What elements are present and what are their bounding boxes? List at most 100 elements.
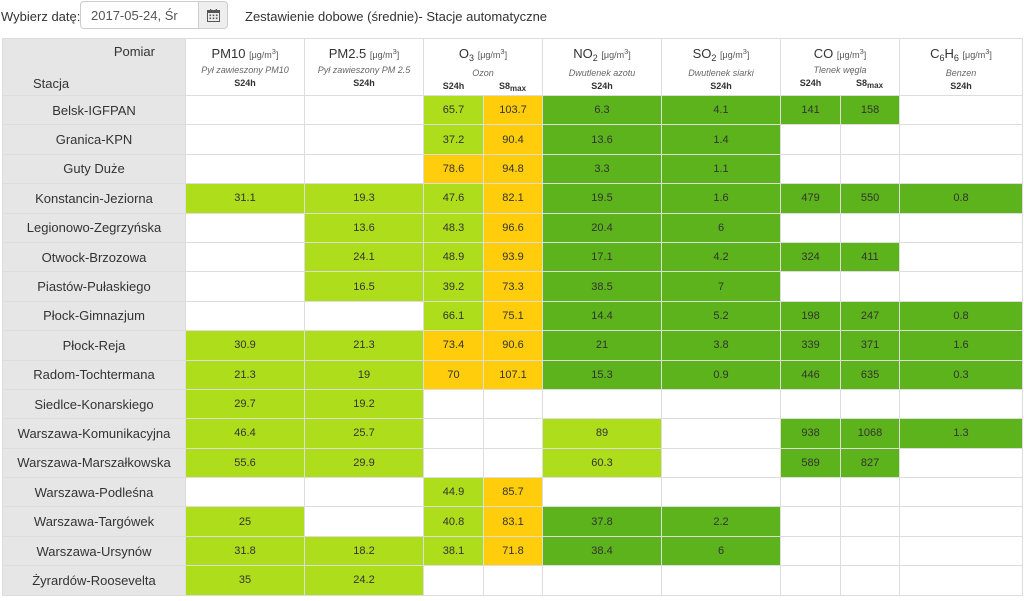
unit-sup: 3 — [859, 47, 864, 56]
value-cell: 90.6 — [482, 330, 544, 361]
station-name: Warszawa-Ursynów — [2, 535, 186, 567]
value-cell — [840, 124, 901, 155]
page-title: Zestawienie dobowe (średnie)- Stacje aut… — [245, 9, 548, 24]
table-row: Guty Duże 78.6 94.8 3.3 1.1 — [2, 153, 1024, 185]
value-cell: 6 — [661, 535, 782, 567]
value-cell: 83.1 — [482, 506, 544, 537]
value-cell: 37.8 — [542, 506, 663, 537]
value-cell: 38.1 — [423, 535, 484, 567]
value-cell: 55.6 — [185, 447, 305, 479]
station-name: Warszawa-Podleśna — [2, 477, 186, 508]
value-cell — [899, 477, 1024, 508]
pollutant-name: O — [458, 46, 470, 61]
value-cell: 411 — [840, 241, 901, 273]
value-cell — [899, 565, 1024, 596]
value-cell: 21 — [542, 330, 663, 361]
value-cell — [542, 477, 663, 508]
station-name: Siedlce-Konarskiego — [2, 388, 186, 420]
value-cell — [185, 153, 305, 185]
table-row: Granica-KPN 37.2 90.4 13.6 1.4 — [2, 124, 1024, 155]
value-cell — [482, 447, 544, 479]
stacja-label: Stacja — [33, 76, 70, 91]
value-cell: 339 — [780, 330, 842, 361]
station-name: Żyrardów-Roosevelta — [2, 565, 186, 596]
station-name: Radom-Tochtermana — [2, 359, 186, 390]
sub-header: S24h — [442, 81, 465, 91]
date-input[interactable] — [80, 1, 199, 29]
value-cell — [185, 94, 305, 126]
column-header-co: CO [μg/m3] Tlenek węgla S24h S8max — [780, 38, 901, 96]
pollutant-sub: 3 — [469, 53, 475, 63]
value-cell: 30.9 — [185, 330, 305, 361]
value-cell: 13.6 — [304, 212, 424, 243]
sub-header: S24h — [591, 81, 613, 91]
value-cell — [423, 565, 484, 596]
value-cell: 31.1 — [185, 183, 305, 214]
value-cell — [661, 447, 782, 479]
unit-label: [μg/m — [601, 50, 625, 60]
value-cell: 35 — [185, 565, 305, 596]
value-cell: 0.8 — [899, 183, 1024, 214]
value-cell: 25 — [185, 506, 305, 537]
value-cell: 1068 — [840, 418, 901, 449]
value-cell — [780, 212, 842, 243]
value-cell: 324 — [780, 241, 842, 273]
value-cell — [780, 535, 842, 567]
table-row: Warszawa-Podleśna 44.9 85.7 — [2, 477, 1024, 508]
value-cell: 550 — [840, 183, 901, 214]
value-cell: 37.2 — [423, 124, 484, 155]
value-cell: 82.1 — [482, 183, 544, 214]
value-cell — [840, 477, 901, 508]
pollutant-name: PM2.5 — [328, 46, 367, 61]
sub-header: S24h — [950, 81, 972, 91]
unit-sup: 3 — [742, 47, 747, 56]
value-cell — [185, 241, 305, 273]
value-cell — [482, 418, 544, 449]
pollutant-desc: Ozon — [472, 68, 494, 78]
value-cell: 5.2 — [661, 300, 782, 332]
table-row: Radom-Tochtermana 21.3 19 70 107.1 15.3 0.9 446… — [2, 359, 1024, 390]
value-cell: 1.4 — [661, 124, 782, 155]
value-cell: 44.9 — [423, 477, 484, 508]
value-cell — [899, 124, 1024, 155]
value-cell: 1.6 — [899, 330, 1024, 361]
station-name: Legionowo-Zegrzyńska — [2, 212, 186, 243]
unit-sup: 3 — [985, 47, 990, 56]
table-body: Belsk-IGFPAN 65.7 103.7 6.3 4.1 141 158 Granica… — [2, 94, 1024, 596]
value-cell: 40.8 — [423, 506, 484, 537]
calendar-button[interactable] — [198, 1, 228, 29]
station-name: Piastów-Pułaskiego — [2, 271, 186, 302]
value-cell — [185, 271, 305, 302]
value-cell — [304, 506, 424, 537]
value-cell: 1.6 — [661, 183, 782, 214]
pollutant-name: SO — [692, 46, 712, 61]
pollutant-desc: Pył zawieszony PM 2.5 — [317, 65, 411, 75]
value-cell — [304, 300, 424, 332]
value-cell — [780, 271, 842, 302]
column-header-pm25: PM2.5 [μg/m3] Pył zawieszony PM 2.5 S24h — [304, 38, 424, 96]
value-cell: 20.4 — [542, 212, 663, 243]
value-cell: 13.6 — [542, 124, 663, 155]
header-row: Pomiar Stacja PM10 [μg/m3] Pył zawieszon… — [2, 38, 1024, 96]
value-cell: 94.8 — [482, 153, 544, 185]
table-row: Żyrardów-Roosevelta 35 24.2 — [2, 565, 1024, 596]
station-name: Warszawa-Komunikacyjna — [2, 418, 186, 449]
value-cell — [899, 153, 1024, 185]
toolbar: Wybierz datę: Zestawienie dobowe (średni… — [0, 0, 1024, 34]
pollutant-sub: 6 — [953, 53, 959, 63]
value-cell — [661, 418, 782, 449]
value-cell: 38.5 — [542, 271, 663, 302]
station-name: Płock-Reja — [2, 330, 186, 361]
column-header-no2: NO2 [μg/m3] Dwutlenek azotu S24h — [542, 38, 663, 96]
value-cell — [304, 153, 424, 185]
sub-header: S24h — [234, 78, 256, 88]
value-cell — [780, 565, 842, 596]
value-cell — [304, 94, 424, 126]
unit-label: [μg/m — [369, 50, 393, 60]
pollutant-desc: Dwutlenek siarki — [688, 68, 754, 78]
value-cell: 65.7 — [423, 94, 484, 126]
pollutant-desc: Pył zawieszony PM10 — [201, 65, 289, 75]
station-name: Warszawa-Marszałkowska — [2, 447, 186, 479]
value-cell — [899, 94, 1024, 126]
value-cell: 90.4 — [482, 124, 544, 155]
